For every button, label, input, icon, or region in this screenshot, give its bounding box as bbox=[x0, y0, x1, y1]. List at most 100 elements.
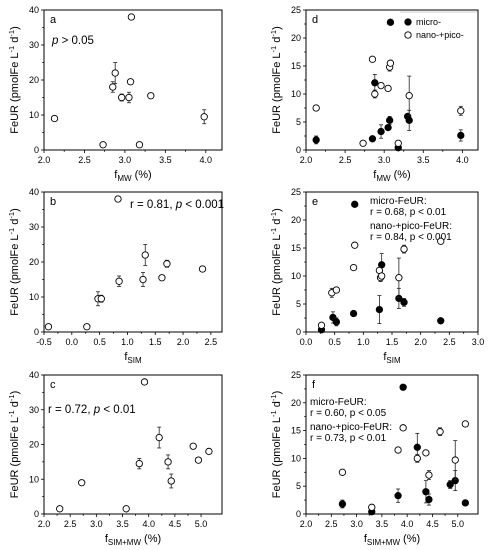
legend-marker bbox=[404, 18, 412, 26]
stats-p: p bbox=[93, 404, 101, 416]
x-tick-label: 4.0 bbox=[456, 155, 469, 165]
x-tick-label: 3.0 bbox=[472, 337, 485, 347]
data-point bbox=[368, 135, 377, 143]
data-point bbox=[111, 69, 119, 77]
legend-label: micro- bbox=[416, 17, 441, 27]
x-tick-label: 2.5 bbox=[64, 519, 77, 529]
x-axis-unit: (%) bbox=[132, 169, 152, 181]
y-axis-superscript: -1 bbox=[269, 30, 278, 37]
data-point bbox=[395, 274, 403, 282]
x-axis-label: f bbox=[124, 351, 128, 363]
y-tick-label: 0 bbox=[296, 327, 301, 337]
y-tick-label: 40 bbox=[29, 5, 39, 15]
stats-p: p bbox=[51, 35, 59, 47]
x-tick-label: 2.5 bbox=[339, 155, 352, 165]
data-point bbox=[158, 274, 166, 282]
data-point bbox=[205, 447, 213, 456]
data-point bbox=[115, 277, 123, 285]
x-tick-label: 1.5 bbox=[386, 337, 399, 347]
data-point bbox=[155, 433, 163, 442]
data-point bbox=[198, 265, 207, 273]
y-tick-label: 15 bbox=[291, 426, 301, 436]
data-point bbox=[436, 428, 444, 436]
x-tick-label: 2.5 bbox=[443, 337, 456, 347]
stats-annotation: p > 0.05 bbox=[51, 35, 94, 47]
x-axis-title: fSIM bbox=[124, 351, 142, 365]
data-point bbox=[118, 93, 126, 102]
x-axis-subscript: SIM+MW bbox=[367, 538, 401, 547]
y-axis-label: FeUR (pmolFe L bbox=[9, 417, 21, 498]
plot-frame bbox=[43, 191, 223, 333]
stats-rest: < 0.01 bbox=[100, 404, 136, 416]
data-point bbox=[332, 286, 341, 294]
x-axis-label: f bbox=[373, 169, 377, 181]
legend-label: nano-+pico- bbox=[416, 30, 464, 40]
x-tick-label: 3.5 bbox=[159, 155, 172, 165]
data-point bbox=[425, 471, 433, 479]
data-point bbox=[125, 93, 133, 102]
data-point bbox=[386, 116, 394, 124]
y-axis-title: FeUR (pmolFe L-1 d-1) bbox=[7, 391, 21, 499]
data-point bbox=[386, 59, 395, 67]
x-tick-label: 0.5 bbox=[328, 337, 341, 347]
data-point bbox=[399, 383, 407, 391]
data-point bbox=[140, 378, 149, 386]
data-point bbox=[457, 107, 465, 115]
x-tick-label: 2.5 bbox=[205, 337, 218, 347]
data-point bbox=[194, 456, 203, 464]
x-tick-label: 4.0 bbox=[401, 519, 414, 529]
data-point bbox=[461, 499, 470, 507]
data-point bbox=[83, 323, 91, 331]
data-point bbox=[405, 92, 413, 100]
y-tick-label: 5 bbox=[296, 481, 301, 491]
y-axis-label: FeUR (pmolFe L bbox=[9, 52, 21, 133]
data-point bbox=[147, 92, 155, 100]
x-tick-label: 5.0 bbox=[452, 519, 465, 529]
y-axis-title: FeUR (pmolFe L-1 d-1) bbox=[269, 208, 283, 316]
data-point bbox=[405, 116, 413, 124]
data-point bbox=[371, 90, 379, 98]
y-tick-label: 30 bbox=[29, 40, 39, 50]
stats-r: r = 0.72, bbox=[48, 404, 94, 416]
data-point bbox=[139, 275, 147, 284]
x-tick-label: 4.5 bbox=[426, 519, 439, 529]
data-point bbox=[437, 237, 445, 245]
panel-f: 2.0 2.5 3.0 3.5 4.0 4.5 5.00510152025ffSIM+MW … bbox=[269, 370, 479, 547]
y-tick-label: 10 bbox=[29, 110, 39, 120]
data-point bbox=[368, 55, 377, 63]
data-point bbox=[422, 488, 430, 496]
y-axis-title: FeUR (pmolFe L-1 d-1) bbox=[7, 26, 21, 134]
data-point bbox=[400, 245, 408, 253]
data-point bbox=[378, 272, 386, 280]
x-tick-label: 3.5 bbox=[417, 155, 430, 165]
data-point bbox=[384, 84, 392, 93]
x-axis-unit: (%) bbox=[391, 169, 411, 181]
y-tick-label: 30 bbox=[29, 405, 39, 415]
x-axis-subscript: SIM bbox=[127, 356, 142, 365]
stats-annotation: r = 0.72, p < 0.01 bbox=[48, 404, 136, 416]
data-point bbox=[351, 241, 359, 249]
x-axis-label: f bbox=[383, 351, 387, 363]
y-axis-superscript: -1 bbox=[7, 228, 16, 235]
data-point bbox=[317, 321, 326, 329]
y-tick-label: 0 bbox=[34, 509, 39, 519]
data-point bbox=[400, 298, 408, 306]
panel-b: -0.5 0.0 0.5 1.0 1.5 2.0 2.5 0 10 20 30 40 b fSIM FeUR… bbox=[7, 187, 224, 365]
y-axis-label-mid: d bbox=[271, 219, 283, 228]
data-point bbox=[349, 263, 358, 272]
y-tick-label: 25 bbox=[291, 5, 301, 15]
x-tick-label: 2.5 bbox=[325, 519, 338, 529]
data-point bbox=[127, 13, 136, 21]
data-point bbox=[437, 317, 445, 325]
y-axis-title: FeUR (pmolFe L-1 d-1) bbox=[7, 208, 21, 316]
y-tick-label: 20 bbox=[29, 257, 39, 267]
y-axis-superscript: -1 bbox=[7, 30, 16, 37]
y-axis-label-mid: d bbox=[271, 37, 283, 46]
y-axis-label: FeUR (pmolFe L bbox=[9, 234, 21, 315]
stats-annotation: r = 0.81, p < 0.001 bbox=[130, 199, 224, 211]
y-axis-superscript: -1 bbox=[7, 410, 16, 417]
data-point bbox=[97, 295, 105, 303]
y-tick-label: 0 bbox=[296, 509, 301, 519]
y-tick-label: 0 bbox=[296, 145, 301, 155]
